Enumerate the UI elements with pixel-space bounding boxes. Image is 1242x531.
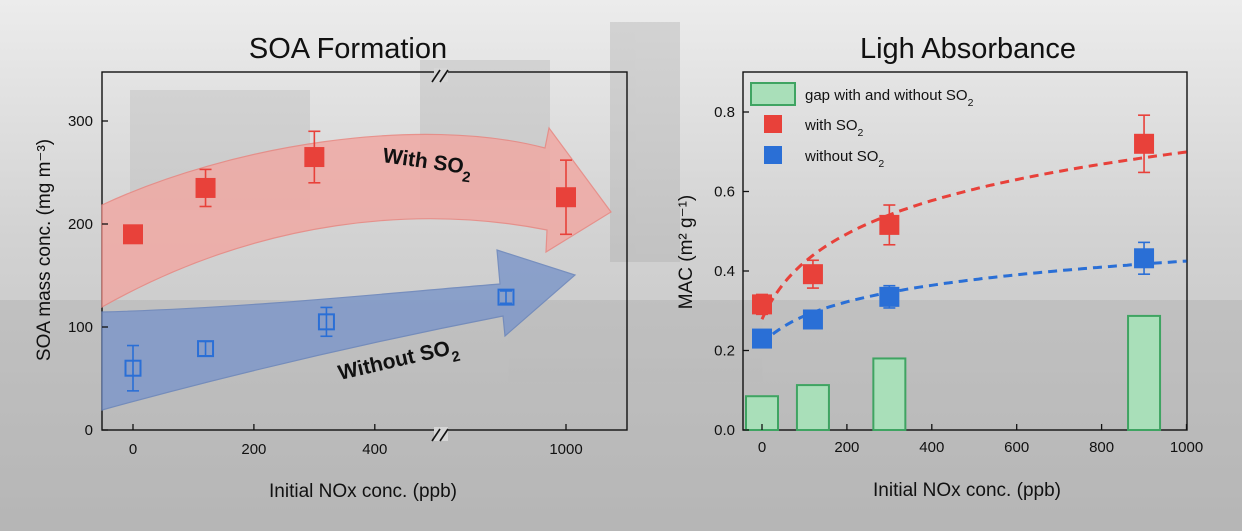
soa-point-with-so2 <box>556 187 576 208</box>
mac-legend: gap with and without SO2 with SO2 without … <box>750 82 974 170</box>
soa-point-with-so2 <box>304 147 325 168</box>
mac-point <box>802 309 823 330</box>
soa-axis-break-gap <box>434 427 448 441</box>
mac-x-tick-label: 400 <box>919 439 944 456</box>
soa-point-without-so2 <box>197 340 215 358</box>
mac-y-tick-label: 0.0 <box>714 422 735 439</box>
mac-marks <box>752 114 1187 349</box>
soa-point-without-so2 <box>317 313 335 331</box>
soa-x-tick-label: 0 <box>129 441 137 458</box>
soa-y-tick-label: 200 <box>68 216 93 233</box>
soa-x-tick-label: 400 <box>362 441 387 458</box>
mac-bars <box>745 314 1162 432</box>
legend-label: gap with and without SO2 <box>805 87 974 109</box>
soa-x-label: Initial NOx conc. (ppb) <box>269 481 457 502</box>
mac-y-tick-label: 0.8 <box>714 104 735 121</box>
soa-y-label: SOA mass conc. (mg m⁻³) <box>34 139 55 361</box>
mac-y-tick-label: 0.2 <box>714 343 735 360</box>
mac-axes <box>742 71 1188 431</box>
soa-axis-break-mark <box>439 428 449 442</box>
soa-axis-break-gap <box>434 68 448 82</box>
soa-ticks: 0 100 200 300 0 200 400 1000 <box>68 68 583 458</box>
mac-y-label: MAC (m² g⁻¹) <box>676 195 697 310</box>
mac-gap-bar <box>795 384 830 431</box>
mac-point <box>752 328 772 349</box>
mac-point <box>879 286 900 307</box>
mac-title: Ligh Absorbance <box>860 33 1076 65</box>
mac-x-label: Initial NOx conc. (ppb) <box>873 480 1061 501</box>
mac-point <box>1134 248 1155 269</box>
without-so2-arrow <box>101 249 577 411</box>
legend-label: with SO2 <box>804 117 864 139</box>
mac-y-tick-label: 0.6 <box>714 184 735 201</box>
legend-marker-swatch <box>764 115 782 133</box>
mac-panel: Ligh Absorbance 0.0 0.2 0.4 0.6 0.8 0 200 400 60… <box>676 33 1203 501</box>
mac-x-tick-label: 200 <box>834 439 859 456</box>
soa-title: SOA Formation <box>249 33 447 65</box>
mac-fit-curve <box>760 150 1187 320</box>
soa-point-without-so2 <box>497 288 515 306</box>
soa-axis-break-mark <box>431 69 441 83</box>
legend-bar-swatch <box>750 82 796 106</box>
mac-point <box>802 264 823 285</box>
mac-gap-bar <box>872 357 907 432</box>
mac-fit-curve <box>760 259 1187 346</box>
with-so2-arrow <box>101 126 612 309</box>
soa-marks <box>123 130 576 392</box>
mac-y-tick-label: 0.4 <box>714 263 735 280</box>
soa-y-tick-label: 0 <box>85 422 93 439</box>
soa-axis-break-mark <box>431 428 441 442</box>
soa-point-without-so2 <box>124 359 142 377</box>
soa-x-tick-label: 200 <box>241 441 266 458</box>
soa-point-with-so2 <box>123 224 143 245</box>
mac-gap-bar <box>1127 314 1162 432</box>
soa-axis-break-mark <box>439 69 449 83</box>
mac-point <box>752 294 772 315</box>
mac-x-tick-label: 800 <box>1089 439 1114 456</box>
legend-marker-swatch <box>764 146 782 164</box>
mac-plot-frame <box>742 71 1188 431</box>
legend-label: without SO2 <box>804 148 884 170</box>
mac-x-tick-label: 1000 <box>1170 439 1203 456</box>
soa-point-with-so2 <box>195 177 216 198</box>
mac-ticks: 0.0 0.2 0.4 0.6 0.8 0 200 400 600 800 1000 <box>714 104 1203 456</box>
mac-x-tick-label: 0 <box>758 439 766 456</box>
soa-x-tick-label: 1000 <box>549 441 582 458</box>
soa-y-tick-label: 100 <box>68 319 93 336</box>
soa-y-tick-label: 300 <box>68 113 93 130</box>
mac-x-tick-label: 600 <box>1004 439 1029 456</box>
mac-point <box>1134 133 1155 154</box>
mac-point <box>879 214 900 235</box>
